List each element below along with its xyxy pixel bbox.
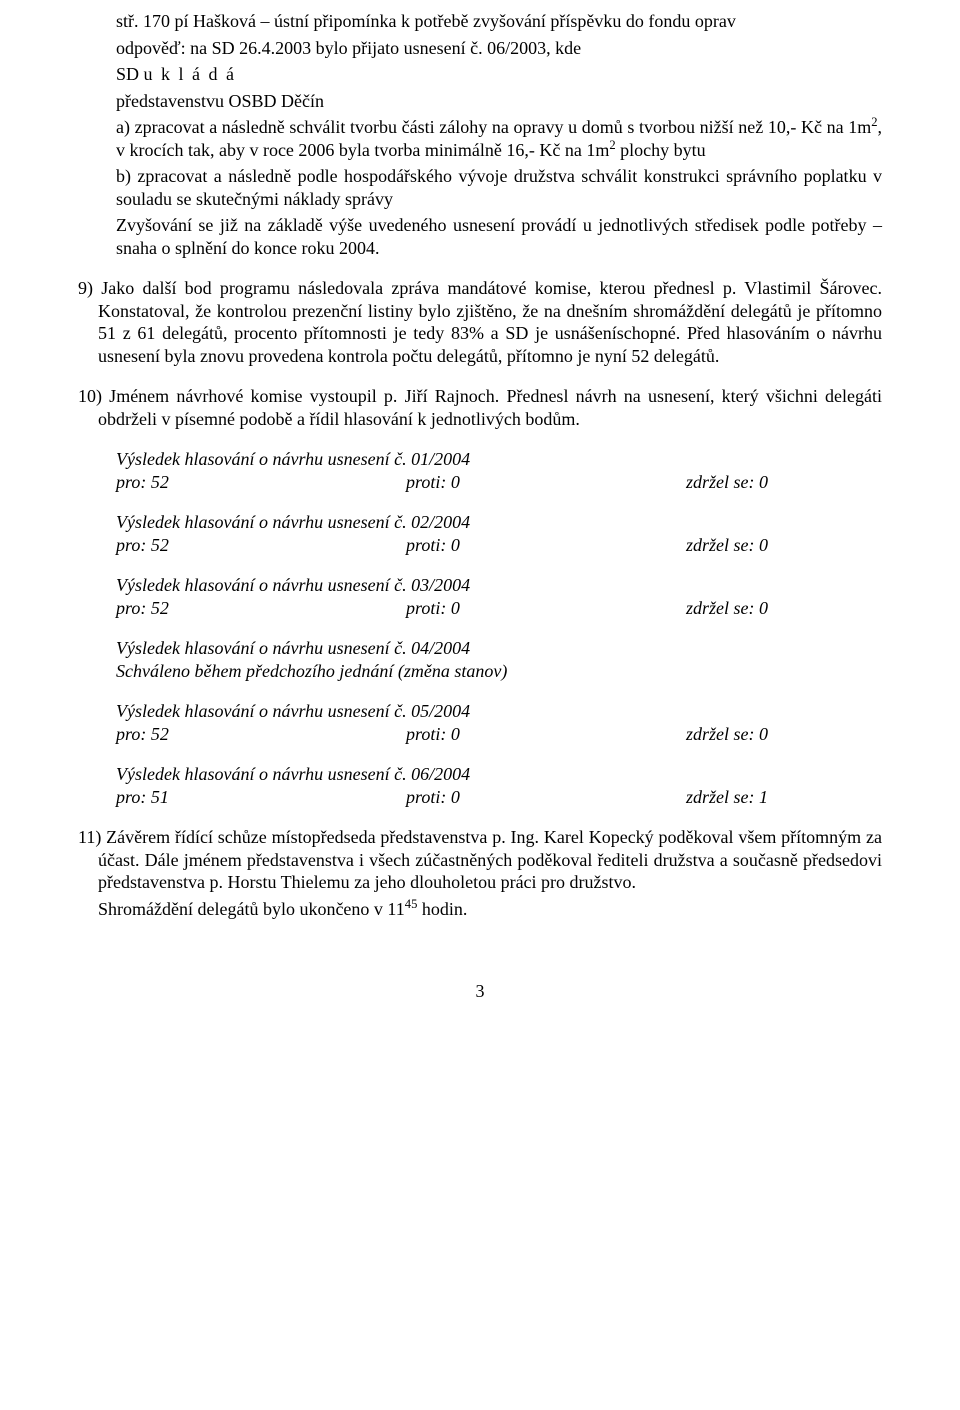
intro-a-end: plochy bytu <box>616 140 706 160</box>
vote-pro: pro: 52 <box>116 723 406 746</box>
paragraph-10: 10) Jménem návrhové komise vystoupil p. … <box>78 385 882 430</box>
vote-block-3: Výsledek hlasování o návrhu usnesení č. … <box>116 574 882 619</box>
intro-line-3: SD u k l á d á <box>116 63 882 86</box>
vote-row: pro: 51 proti: 0 zdržel se: 1 <box>116 786 882 809</box>
paragraph-9: 9) Jako další bod programu následovala z… <box>78 277 882 367</box>
vote-zdrzel: zdržel se: 0 <box>686 723 882 746</box>
vote-title: Výsledek hlasování o návrhu usnesení č. … <box>116 700 882 723</box>
intro-item-a: a) zpracovat a následně schválit tvorbu … <box>116 116 882 161</box>
intro-line-1: stř. 170 pí Hašková – ústní připomínka k… <box>116 10 882 33</box>
vote-row: pro: 52 proti: 0 zdržel se: 0 <box>116 723 882 746</box>
vote-title: Výsledek hlasování o návrhu usnesení č. … <box>116 511 882 534</box>
vote-proti: proti: 0 <box>406 723 686 746</box>
vote-zdrzel: zdržel se: 1 <box>686 786 882 809</box>
vote-block-5: Výsledek hlasování o návrhu usnesení č. … <box>116 700 882 745</box>
intro-l3-prefix: SD <box>116 64 144 84</box>
vote-row: pro: 52 proti: 0 zdržel se: 0 <box>116 597 882 620</box>
vote-block-2: Výsledek hlasování o návrhu usnesení č. … <box>116 511 882 556</box>
p11b-post: hodin. <box>417 899 467 919</box>
intro-line-2: odpověď: na SD 26.4.2003 bylo přijato us… <box>116 37 882 60</box>
vote-title: Výsledek hlasování o návrhu usnesení č. … <box>116 574 882 597</box>
vote-proti: proti: 0 <box>406 471 686 494</box>
intro-item-b: b) zpracovat a následně podle hospodářsk… <box>116 165 882 210</box>
vote-proti: proti: 0 <box>406 597 686 620</box>
vote-pro: pro: 52 <box>116 534 406 557</box>
vote-pro: pro: 52 <box>116 471 406 494</box>
intro-line-4: představenstvu OSBD Děčín <box>116 90 882 113</box>
vote-title: Výsledek hlasování o návrhu usnesení č. … <box>116 637 882 660</box>
vote-row: pro: 52 proti: 0 zdržel se: 0 <box>116 534 882 557</box>
vote-note: Schváleno během předchozího jednání (změ… <box>116 660 882 683</box>
vote-zdrzel: zdržel se: 0 <box>686 534 882 557</box>
intro-a-pre: a) zpracovat a následně schválit tvorbu … <box>116 117 871 137</box>
intro-z: Zvyšování se již na základě výše uvedené… <box>116 214 882 259</box>
vote-zdrzel: zdržel se: 0 <box>686 471 882 494</box>
page-number: 3 <box>78 980 882 1003</box>
vote-row: pro: 52 proti: 0 zdržel se: 0 <box>116 471 882 494</box>
p11b-sup: 45 <box>405 897 418 911</box>
intro-l3-spaced: u k l á d á <box>144 64 236 84</box>
vote-block-1: Výsledek hlasování o návrhu usnesení č. … <box>116 448 882 493</box>
p11b-pre: Shromáždění delegátů bylo ukončeno v 11 <box>98 899 405 919</box>
vote-pro: pro: 52 <box>116 597 406 620</box>
vote-title: Výsledek hlasování o návrhu usnesení č. … <box>116 448 882 471</box>
vote-block-4: Výsledek hlasování o návrhu usnesení č. … <box>116 637 882 682</box>
vote-proti: proti: 0 <box>406 786 686 809</box>
vote-proti: proti: 0 <box>406 534 686 557</box>
vote-block-6: Výsledek hlasování o návrhu usnesení č. … <box>116 763 882 808</box>
vote-pro: pro: 51 <box>116 786 406 809</box>
paragraph-11a: 11) Závěrem řídící schůze místopředseda … <box>78 826 882 894</box>
vote-title: Výsledek hlasování o návrhu usnesení č. … <box>116 763 882 786</box>
paragraph-11b: Shromáždění delegátů bylo ukončeno v 114… <box>78 898 882 921</box>
vote-zdrzel: zdržel se: 0 <box>686 597 882 620</box>
